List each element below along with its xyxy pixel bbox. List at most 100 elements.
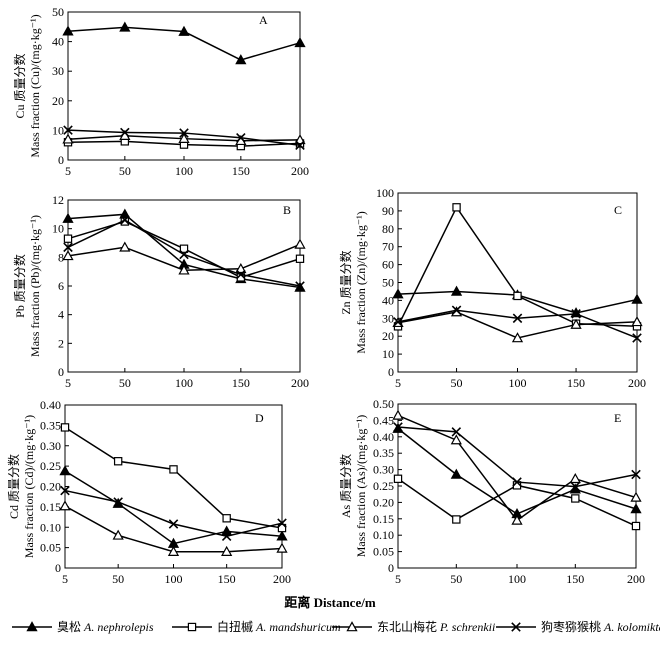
legend-label-latin: A. nephrolepis	[83, 620, 154, 634]
y-tick-label: 0	[388, 365, 394, 379]
x-tick-label: 5	[62, 572, 68, 586]
y-tick-label: 10	[382, 347, 394, 361]
y-tick-label: 0	[58, 153, 64, 167]
x-tick-label: 5	[65, 376, 71, 390]
x-tick-label: 150	[567, 376, 585, 390]
y-axis-label-en: Mass fraction (Cu)/(mg·kg⁻¹)	[28, 14, 42, 157]
data-point	[168, 519, 179, 529]
data-point	[452, 515, 461, 524]
data-point	[631, 293, 643, 304]
data-point	[631, 316, 643, 327]
x-tick-label: 150	[218, 572, 236, 586]
data-point	[630, 503, 642, 514]
panel-letter: A	[259, 13, 268, 27]
series-4	[63, 215, 305, 291]
panel-c: 0 10 20 30 40 50 60 70 80 90 100 5 50 100 150 200 C Zn 质量…	[338, 186, 646, 390]
data-point	[222, 514, 231, 523]
y-tick-label: 0.50	[373, 397, 394, 411]
x-tick-label: 100	[508, 572, 526, 586]
legend-marker	[346, 621, 358, 632]
y-tick-label: 70	[382, 240, 394, 254]
panel-d: 0 0.05 0.10 0.15 0.20 0.25 0.30 0.35 0.40 5 50 100 1…	[6, 398, 291, 586]
data-point	[235, 262, 247, 274]
data-point	[119, 21, 131, 32]
data-point	[178, 264, 190, 275]
y-tick-label: 0.10	[40, 520, 61, 534]
panel-letter: D	[255, 411, 264, 425]
series-2	[60, 423, 287, 533]
y-tick-label: 0.45	[373, 413, 394, 427]
plot-frame	[67, 199, 301, 373]
y-tick-label: 50	[52, 5, 64, 19]
series-4	[393, 422, 641, 492]
data-point	[631, 521, 641, 531]
legend-label-latin: A. mandshuricum	[255, 620, 341, 634]
data-point	[570, 318, 582, 329]
data-point	[167, 545, 180, 556]
y-axis-label-en: Mass fraction (Cd)/(mg·kg⁻¹)	[22, 415, 36, 558]
plot-frame	[397, 192, 638, 373]
legend-marker	[26, 621, 38, 632]
series-line	[64, 489, 283, 537]
x-tick-label: 150	[232, 376, 250, 390]
y-tick-label: 10	[52, 222, 64, 236]
y-tick-label: 10	[52, 123, 64, 137]
y-tick-label: 0	[58, 365, 64, 379]
x-tick-label: 100	[175, 376, 193, 390]
data-point	[178, 132, 190, 143]
data-point	[277, 523, 287, 533]
series-1	[59, 465, 288, 548]
x-tick-label: 100	[509, 376, 527, 390]
legend-item-1: 臭松 A. nephrolepis	[12, 619, 154, 634]
legend: 臭松 A. nephrolepis 白扭槭 A. mandshuricum 东北山梅…	[12, 619, 660, 634]
y-tick-label: 0.20	[373, 495, 394, 509]
legend-label: 东北山梅花 P. schrenkii	[377, 619, 495, 634]
series-line	[397, 205, 638, 328]
y-tick-label: 20	[382, 329, 394, 343]
data-point	[236, 133, 246, 143]
data-point	[179, 249, 189, 260]
data-point	[450, 434, 462, 445]
series-2	[393, 203, 642, 331]
data-point	[511, 332, 524, 343]
series-3	[62, 238, 306, 275]
data-point	[169, 465, 178, 474]
y-tick-label: 4	[58, 308, 64, 322]
data-point	[512, 313, 523, 324]
legend-label-cn: 东北山梅花	[377, 619, 440, 634]
data-point	[392, 288, 404, 299]
y-axis-label-en: Mass fraction (As)/(mg·kg⁻¹)	[354, 415, 368, 558]
data-point	[450, 468, 462, 479]
y-tick-label: 0.15	[40, 500, 61, 514]
y-axis-label-cn: As 质量分数	[338, 454, 353, 518]
x-tick-label: 100	[165, 572, 183, 586]
y-tick-label: 0.05	[40, 541, 61, 555]
legend-label: 狗枣猕猴桃 A. kolomikta	[541, 619, 660, 634]
data-point	[451, 305, 462, 316]
data-point	[571, 494, 580, 503]
data-point	[179, 128, 189, 138]
y-tick-label: 0.15	[373, 512, 394, 526]
data-point	[295, 140, 305, 150]
data-point	[511, 514, 523, 525]
data-point	[276, 530, 288, 541]
data-point	[235, 54, 247, 65]
data-point	[63, 234, 73, 243]
data-point	[295, 254, 305, 263]
data-point	[295, 281, 305, 291]
x-tick-label: 50	[112, 572, 124, 586]
y-axis-label-cn: Pb 质量分数	[12, 254, 27, 318]
data-point	[62, 212, 74, 223]
legend-marker	[511, 622, 521, 632]
series-line	[64, 426, 283, 529]
legend-marker	[187, 622, 197, 632]
y-axis-label-cn: Cd 质量分数	[6, 454, 21, 519]
legend-label-latin: P. schrenkii	[439, 620, 495, 634]
data-point	[120, 127, 130, 138]
panel-a: 0 10 20 30 40 50 5 50 100 150 200 A Cu 质量分数 Mass frac…	[12, 5, 309, 178]
data-point	[60, 423, 70, 432]
data-point	[632, 333, 642, 343]
series-2	[63, 217, 305, 282]
x-tick-label: 5	[395, 572, 401, 586]
x-tick-label: 200	[627, 572, 645, 586]
